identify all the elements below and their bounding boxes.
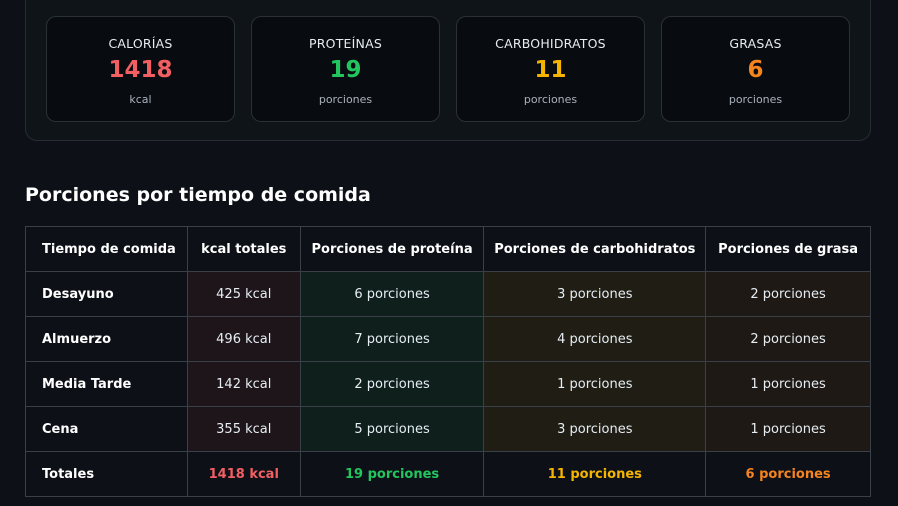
- protein-cell: 5 porciones: [299, 406, 485, 452]
- carbs-cell: 1 porciones: [483, 361, 707, 407]
- carbs-cell: 3 porciones: [483, 271, 707, 317]
- fat-unit: porciones: [728, 93, 783, 106]
- protein-value: 19: [329, 57, 362, 83]
- table-header-row: Tiempo de comida kcal totales Porciones …: [25, 226, 871, 272]
- fat-value: 6: [747, 57, 764, 83]
- carbs-unit: porciones: [523, 93, 578, 106]
- meal-name-cell: Media Tarde: [25, 361, 188, 407]
- carbs-card: CARBOHIDRATOS 11 porciones: [456, 16, 645, 122]
- kcal-cell: 425 kcal: [186, 271, 301, 317]
- table-row: Cena 355 kcal 5 porciones 3 porciones 1 …: [25, 406, 871, 452]
- meal-name-cell: Desayuno: [25, 271, 188, 317]
- kcal-cell: 496 kcal: [186, 316, 301, 362]
- totals-label-cell: Totales: [25, 451, 188, 497]
- calories-unit: kcal: [129, 93, 152, 106]
- fat-cell: 2 porciones: [705, 316, 871, 362]
- column-header-kcal: kcal totales: [186, 226, 301, 272]
- protein-cell: 6 porciones: [299, 271, 485, 317]
- totals-carbs-cell: 11 porciones: [483, 451, 707, 497]
- column-header-fat: Porciones de grasa: [705, 226, 871, 272]
- totals-protein-cell: 19 porciones: [299, 451, 485, 497]
- table-row: Media Tarde 142 kcal 2 porciones 1 porci…: [25, 361, 871, 407]
- fat-cell: 1 porciones: [705, 406, 871, 452]
- protein-label: PROTEÍNAS: [309, 36, 382, 51]
- meal-portions-table: Tiempo de comida kcal totales Porciones …: [25, 226, 871, 497]
- protein-card: PROTEÍNAS 19 porciones: [251, 16, 440, 122]
- calories-card: CALORÍAS 1418 kcal: [46, 16, 235, 122]
- carbs-label: CARBOHIDRATOS: [495, 36, 606, 51]
- section-title: Porciones por tiempo de comida: [25, 184, 371, 206]
- column-header-carbs: Porciones de carbohidratos: [483, 226, 707, 272]
- fat-cell: 1 porciones: [705, 361, 871, 407]
- protein-cell: 7 porciones: [299, 316, 485, 362]
- table-row: Desayuno 425 kcal 6 porciones 3 porcione…: [25, 271, 871, 317]
- fat-label: GRASAS: [729, 36, 782, 51]
- table-row: Almuerzo 496 kcal 7 porciones 4 porcione…: [25, 316, 871, 362]
- carbs-cell: 3 porciones: [483, 406, 707, 452]
- column-header-meal: Tiempo de comida: [25, 226, 188, 272]
- fat-cell: 2 porciones: [705, 271, 871, 317]
- calories-value: 1418: [108, 57, 173, 83]
- meal-name-cell: Almuerzo: [25, 316, 188, 362]
- totals-fat-cell: 6 porciones: [705, 451, 871, 497]
- protein-unit: porciones: [318, 93, 373, 106]
- totals-kcal-cell: 1418 kcal: [186, 451, 301, 497]
- kcal-cell: 142 kcal: [186, 361, 301, 407]
- calories-label: CALORÍAS: [108, 36, 173, 51]
- daily-summary-panel: CALORÍAS 1418 kcal PROTEÍNAS 19 porcione…: [25, 0, 871, 141]
- carbs-value: 11: [534, 57, 567, 83]
- fat-card: GRASAS 6 porciones: [661, 16, 850, 122]
- kcal-cell: 355 kcal: [186, 406, 301, 452]
- protein-cell: 2 porciones: [299, 361, 485, 407]
- carbs-cell: 4 porciones: [483, 316, 707, 362]
- meal-name-cell: Cena: [25, 406, 188, 452]
- column-header-protein: Porciones de proteína: [299, 226, 485, 272]
- totals-row: Totales 1418 kcal 19 porciones 11 porcio…: [25, 451, 871, 497]
